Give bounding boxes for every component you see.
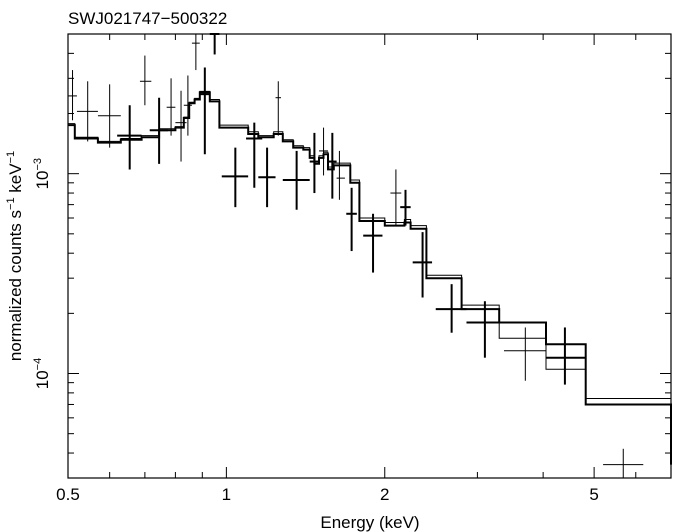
data-point <box>603 448 644 478</box>
y-tick-label-exp: −4 <box>32 358 44 371</box>
data-point <box>117 105 142 170</box>
y-tick-label-base: 10 <box>33 170 52 189</box>
y-tick-label: 10−3 <box>32 158 52 189</box>
x-tick-label: 1 <box>222 485 231 504</box>
data-point <box>309 132 320 194</box>
y-tick-label-exp: −3 <box>32 158 44 171</box>
chart-title: SWJ021747−500322 <box>68 9 227 28</box>
y-axis-label-exp1: −1 <box>5 197 17 210</box>
data-points <box>68 33 644 478</box>
data-point <box>545 327 586 385</box>
tick-labels: 0.5 1 2 510−310−4 <box>32 158 599 504</box>
data-point <box>400 189 411 226</box>
y-axis-label-exp2: −1 <box>5 151 17 164</box>
data-point <box>149 97 169 164</box>
x-tick-label: 2 <box>380 485 389 504</box>
data-point <box>183 75 192 136</box>
data-point <box>319 127 328 176</box>
x-tick-label: 0.5 <box>56 485 80 504</box>
y-axis-label-base: normalized counts s <box>6 210 25 361</box>
y-tick-label-base: 10 <box>33 370 52 389</box>
data-point <box>166 78 176 136</box>
data-point <box>412 232 433 298</box>
model-step-line-thin <box>68 90 672 473</box>
data-point <box>503 327 546 381</box>
model-step-line-thick <box>68 91 672 465</box>
data-point <box>68 70 77 121</box>
x-tick-label: 5 <box>589 485 598 504</box>
data-point <box>336 150 345 200</box>
plot-frame <box>67 33 672 479</box>
data-point <box>191 34 200 71</box>
data-point <box>221 147 249 208</box>
data-point <box>139 55 152 106</box>
y-axis-label: normalized counts s−1 keV−1 <box>5 151 25 361</box>
data-point <box>275 81 281 136</box>
data-point <box>390 169 402 226</box>
y-axis-label-mid: keV <box>6 163 25 198</box>
data-point <box>175 90 187 162</box>
data-point <box>76 81 98 142</box>
data-point <box>466 301 504 358</box>
x-axis-label: Energy (keV) <box>320 513 419 532</box>
data-point <box>363 213 383 273</box>
model-lines <box>68 90 672 473</box>
data-point <box>327 132 337 199</box>
data-point <box>258 147 276 208</box>
y-tick-label: 10−4 <box>32 358 52 389</box>
data-point <box>97 84 121 148</box>
data-point <box>282 150 310 210</box>
data-point <box>246 122 263 188</box>
data-point <box>346 187 357 252</box>
data-point <box>435 284 467 333</box>
data-point <box>199 67 210 155</box>
